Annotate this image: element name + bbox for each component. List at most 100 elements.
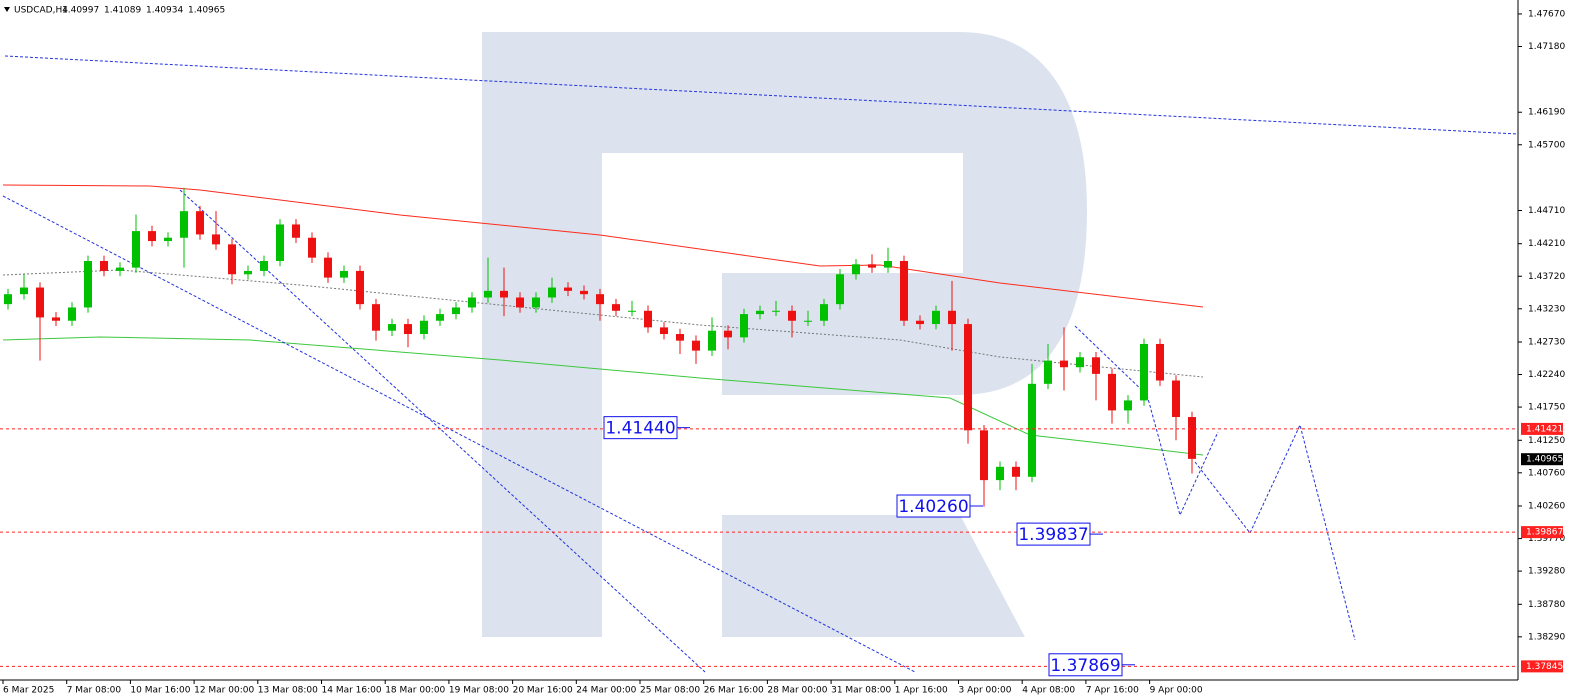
ohlc-value: 1.40965 bbox=[188, 6, 225, 16]
candle-body bbox=[596, 294, 604, 305]
candle-body bbox=[1140, 343, 1148, 401]
candle-body bbox=[548, 287, 556, 298]
candle-body bbox=[708, 330, 716, 351]
price-label: 1.39770 bbox=[1528, 534, 1565, 544]
candle-body bbox=[676, 334, 684, 341]
price-label: 1.42730 bbox=[1528, 337, 1565, 347]
candle-body bbox=[532, 297, 540, 308]
time-label: 12 Mar 00:00 bbox=[194, 686, 254, 696]
price-tag-label: 1.39867 bbox=[1526, 528, 1563, 538]
price-label: 1.40760 bbox=[1528, 468, 1565, 478]
candle-body bbox=[916, 320, 924, 325]
annotation-box bbox=[1016, 522, 1091, 546]
time-label: 18 Mar 00:00 bbox=[385, 686, 445, 696]
symbol: USDCAD,H4 bbox=[14, 6, 68, 16]
watermark bbox=[482, 32, 1087, 637]
candle-body bbox=[436, 314, 444, 321]
price-label: 1.41750 bbox=[1528, 403, 1565, 413]
candle-body bbox=[468, 297, 476, 308]
price-label: 1.39280 bbox=[1528, 567, 1565, 577]
candle-body bbox=[980, 430, 988, 481]
candle-body bbox=[788, 310, 796, 321]
ohlc-value: 1.41089 bbox=[104, 6, 141, 16]
candle-body bbox=[740, 314, 748, 338]
candle-body bbox=[84, 260, 92, 308]
time-label: 28 Mar 00:00 bbox=[767, 686, 827, 696]
time-label: 25 Mar 08:00 bbox=[640, 686, 700, 696]
candle-body bbox=[484, 290, 492, 298]
price-label: 1.38290 bbox=[1528, 632, 1565, 642]
candle-body bbox=[100, 260, 108, 271]
candle-body bbox=[36, 287, 44, 318]
candle-body bbox=[260, 260, 268, 271]
candle-body bbox=[20, 287, 28, 295]
annotation-box bbox=[603, 416, 678, 440]
price-label: 1.43230 bbox=[1528, 304, 1565, 314]
ohlc-header: 1.40997 1.41089 1.40934 1.40965 bbox=[62, 6, 225, 16]
annotation-label: 1.39837 bbox=[1018, 525, 1088, 545]
candle-body bbox=[1028, 383, 1036, 477]
price-label: 1.47180 bbox=[1528, 42, 1565, 52]
indicators bbox=[2, 55, 1519, 673]
candle-body bbox=[724, 330, 732, 338]
candle-body bbox=[884, 260, 892, 268]
candle-body bbox=[164, 237, 172, 242]
candle-body bbox=[756, 310, 764, 315]
candle-body bbox=[852, 264, 860, 275]
candle-body bbox=[1124, 400, 1132, 411]
candle-body bbox=[420, 320, 428, 335]
candle-body bbox=[932, 310, 940, 325]
candle-body bbox=[196, 211, 204, 235]
ohlc-value: 1.40934 bbox=[146, 6, 183, 16]
candle-body bbox=[660, 327, 668, 335]
candle-body bbox=[644, 310, 652, 328]
candle-body bbox=[356, 270, 364, 305]
candle-body bbox=[228, 244, 236, 275]
candle-body bbox=[148, 231, 156, 242]
candle-body bbox=[132, 231, 140, 268]
candle-body bbox=[1188, 417, 1196, 459]
candle-body bbox=[500, 290, 508, 298]
price-tag bbox=[1521, 660, 1563, 673]
candle-body bbox=[292, 224, 300, 238]
candle-body bbox=[692, 340, 700, 351]
time-label: 14 Mar 16:00 bbox=[322, 686, 382, 696]
candle-body bbox=[1156, 343, 1164, 381]
candle-body bbox=[1012, 466, 1020, 477]
candle-body bbox=[628, 310, 636, 312]
ohlc-value: 1.40997 bbox=[62, 6, 99, 16]
price-label: 1.44210 bbox=[1528, 239, 1565, 249]
time-label: 7 Apr 16:00 bbox=[1086, 686, 1139, 696]
price-label: 1.42240 bbox=[1528, 370, 1565, 380]
time-label: 10 Mar 16:00 bbox=[130, 686, 190, 696]
time-label: 20 Mar 16:00 bbox=[513, 686, 573, 696]
menu-arrow[interactable] bbox=[4, 7, 10, 12]
price-tag-label: 1.40965 bbox=[1526, 455, 1563, 465]
price-tag-label: 1.37845 bbox=[1526, 662, 1563, 672]
candle-body bbox=[324, 257, 332, 278]
annotation-label: 1.37869 bbox=[1050, 656, 1120, 676]
candle-body bbox=[580, 290, 588, 295]
candle-body bbox=[116, 267, 124, 271]
candle-body bbox=[868, 264, 876, 268]
candle-body bbox=[308, 237, 316, 258]
price-label: 1.38780 bbox=[1528, 600, 1565, 610]
candle-body bbox=[52, 317, 60, 321]
price-label: 1.45700 bbox=[1528, 140, 1565, 150]
price-label: 1.41250 bbox=[1528, 436, 1565, 446]
candle-body bbox=[948, 310, 956, 325]
candle-body bbox=[1044, 360, 1052, 384]
time-label: 19 Mar 08:00 bbox=[449, 686, 509, 696]
candle-body bbox=[388, 324, 396, 331]
candle-body bbox=[820, 304, 828, 321]
price-label: 1.40260 bbox=[1528, 502, 1565, 512]
time-label: 4 Apr 08:00 bbox=[1022, 686, 1075, 696]
annotation-box bbox=[1048, 653, 1123, 677]
candle-body bbox=[1060, 360, 1068, 368]
candle-body bbox=[804, 320, 812, 322]
candle-body bbox=[996, 466, 1004, 481]
time-label: 7 Mar 08:00 bbox=[67, 686, 122, 696]
candle-body bbox=[612, 304, 620, 311]
candle-body bbox=[1092, 357, 1100, 374]
